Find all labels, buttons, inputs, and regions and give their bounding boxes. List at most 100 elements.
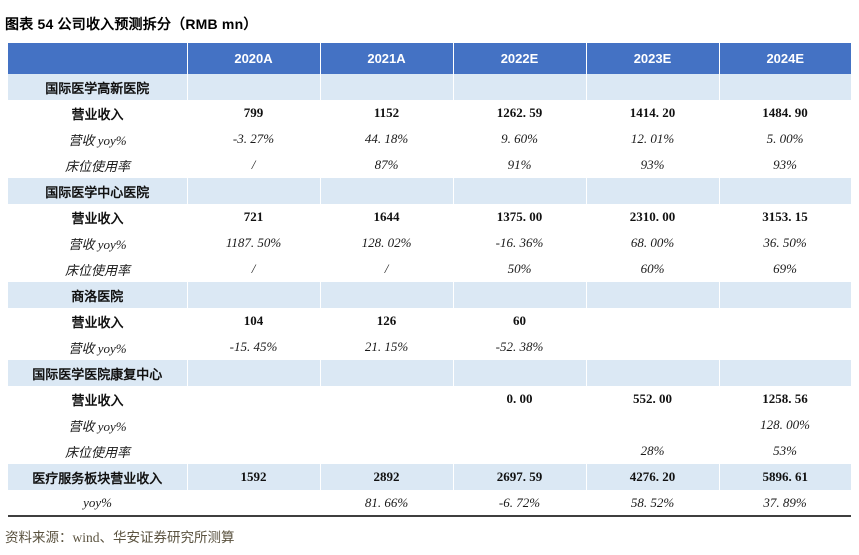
cell-value <box>319 360 453 386</box>
section-row: 国际医学高新医院 <box>8 74 851 100</box>
cell-value: 53% <box>773 443 797 458</box>
cell-value <box>186 178 320 204</box>
cell-value: 58. 52% <box>630 494 675 510</box>
cell-value <box>319 74 453 100</box>
table-row: 营收 yoy% -15. 45% 21. 15% -52. 38% <box>8 334 851 360</box>
cell-value: 50% <box>507 261 532 276</box>
cell-value: 93% <box>773 157 797 172</box>
cell-value <box>186 282 320 308</box>
cell-value: / <box>251 157 256 172</box>
cell-value: 3153. 15 <box>762 209 808 224</box>
cell-value <box>187 412 320 438</box>
cell-value: -16. 36% <box>495 235 544 250</box>
cell-value <box>186 74 320 100</box>
cell-value: 1414. 20 <box>629 105 676 120</box>
cell-value: / <box>251 261 256 276</box>
row-label: 床位使用率 <box>64 262 130 278</box>
row-label: 国际医学高新医院 <box>8 74 187 100</box>
cell-value <box>719 334 851 360</box>
cell-value <box>319 282 453 308</box>
cell-value: 4276. 20 <box>585 464 719 490</box>
row-label-column-header <box>8 43 187 74</box>
cell-value: 21. 15% <box>364 339 409 354</box>
column-header: 2021A <box>319 43 453 74</box>
table-row: 营收 yoy% -3. 27% 44. 18% 9. 60% 12. 01% 5. 00% <box>8 126 851 152</box>
cell-value: 128. 02% <box>361 235 412 250</box>
cell-value <box>319 178 453 204</box>
cell-value: 9. 60% <box>501 131 538 146</box>
row-label: 营业收入 <box>71 314 124 330</box>
section-row: 商洛医院 <box>8 282 851 308</box>
cell-value: 91% <box>507 157 532 172</box>
cell-value: 36. 50% <box>763 235 807 250</box>
cell-value: 1592 <box>186 464 320 490</box>
cell-value: 60% <box>640 261 665 276</box>
cell-value: 12. 01% <box>630 131 675 146</box>
cell-value: -15. 45% <box>229 339 278 354</box>
total-row: 医疗服务板块营业收入 1592 2892 2697. 59 4276. 20 5896. … <box>8 464 851 490</box>
source-note: 资料来源：wind、华安证券研究所测算 <box>5 530 235 545</box>
table-row: 营业收入 104 126 60 <box>8 308 851 334</box>
cell-value <box>586 412 719 438</box>
header-row: 2020A 2021A 2022E 2023E 2024E <box>8 43 851 74</box>
cell-value: -3. 27% <box>232 131 275 146</box>
cell-value: 5. 00% <box>766 131 804 146</box>
cell-value: 2310. 00 <box>629 209 676 224</box>
column-header: 2020A <box>186 43 320 74</box>
cell-value: 68. 00% <box>630 235 675 250</box>
table-row: yoy% 81. 66% -6. 72% 58. 52% 37. 89% <box>8 490 851 516</box>
cell-value: 1375. 00 <box>496 209 543 224</box>
cell-value: 81. 66% <box>364 494 409 510</box>
cell-value: 1484. 90 <box>762 105 808 120</box>
table-row: 床位使用率 28% 53% <box>8 438 851 464</box>
cell-value: 1644 <box>373 209 400 224</box>
row-label: 国际医学中心医院 <box>8 178 187 204</box>
cell-value: 2697. 59 <box>452 464 586 490</box>
cell-value <box>187 438 320 464</box>
row-label: 营业收入 <box>71 392 124 408</box>
row-label: 营业收入 <box>71 106 124 122</box>
cell-value: 2892 <box>319 464 453 490</box>
cell-value <box>586 334 719 360</box>
section-row: 国际医学中心医院 <box>8 178 851 204</box>
cell-value: 37. 89% <box>763 494 807 510</box>
cell-value <box>452 74 586 100</box>
cell-value <box>585 282 719 308</box>
cell-value: 128. 00% <box>760 417 810 432</box>
cell-value: 1258. 56 <box>762 391 808 406</box>
table-row: 营业收入 0. 00 552. 00 1258. 56 <box>8 386 851 412</box>
cell-value <box>452 360 586 386</box>
cell-value: 1152 <box>373 105 400 120</box>
cell-value <box>718 282 851 308</box>
cell-value: 721 <box>243 209 264 224</box>
cell-value <box>187 386 320 412</box>
row-label: 商洛医院 <box>8 282 187 308</box>
cell-value <box>453 438 586 464</box>
cell-value: 44. 18% <box>364 131 409 146</box>
cell-value: 5896. 61 <box>718 464 851 490</box>
cell-value <box>320 438 453 464</box>
cell-value <box>320 412 453 438</box>
row-label: 床位使用率 <box>64 158 130 174</box>
cell-value: 28% <box>640 443 665 458</box>
cell-value: 69% <box>773 261 797 276</box>
table-row: 营收 yoy% 128. 00% <box>8 412 851 438</box>
row-label: 国际医学医院康复中心 <box>8 360 187 386</box>
cell-value: -6. 72% <box>498 494 541 510</box>
row-label: 营收 yoy% <box>68 418 127 434</box>
cell-value: -52. 38% <box>495 339 544 354</box>
cell-value <box>719 308 851 334</box>
cell-value <box>453 412 586 438</box>
row-label: 医疗服务板块营业收入 <box>8 464 187 490</box>
table-row: 营业收入 799 1152 1262. 59 1414. 20 1484. 90 <box>8 100 851 126</box>
table-body: 国际医学高新医院营业收入 799 1152 1262. 59 1414. 20 1484.… <box>8 74 851 516</box>
cell-value <box>718 74 851 100</box>
row-label: 营收 yoy% <box>68 236 127 252</box>
cell-value: 1262. 59 <box>496 105 543 120</box>
row-label: 床位使用率 <box>64 444 130 460</box>
cell-value: 799 <box>243 105 264 120</box>
cell-value <box>718 178 851 204</box>
row-label: 营收 yoy% <box>68 340 127 356</box>
cell-value: / <box>384 261 389 276</box>
